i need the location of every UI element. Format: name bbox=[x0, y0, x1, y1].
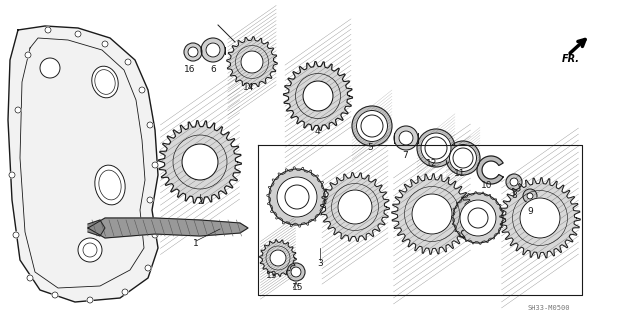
Text: 4: 4 bbox=[314, 127, 320, 136]
Circle shape bbox=[356, 110, 387, 142]
Text: 9: 9 bbox=[527, 207, 533, 217]
Circle shape bbox=[9, 172, 15, 178]
Circle shape bbox=[527, 193, 533, 199]
Circle shape bbox=[87, 297, 93, 303]
Text: FR.: FR. bbox=[562, 54, 580, 64]
Circle shape bbox=[102, 41, 108, 47]
Circle shape bbox=[182, 144, 218, 180]
Text: 11: 11 bbox=[454, 169, 466, 179]
Polygon shape bbox=[392, 174, 472, 254]
Text: 5: 5 bbox=[367, 144, 373, 152]
Text: 14: 14 bbox=[243, 84, 255, 93]
Circle shape bbox=[277, 177, 317, 217]
Circle shape bbox=[287, 263, 305, 281]
Circle shape bbox=[13, 232, 19, 238]
Circle shape bbox=[425, 137, 447, 159]
Circle shape bbox=[523, 189, 537, 203]
Circle shape bbox=[462, 202, 494, 234]
Circle shape bbox=[417, 129, 455, 167]
Circle shape bbox=[125, 59, 131, 65]
Text: 12: 12 bbox=[426, 160, 438, 168]
Circle shape bbox=[147, 122, 153, 128]
Circle shape bbox=[27, 275, 33, 281]
Polygon shape bbox=[159, 121, 241, 203]
Circle shape bbox=[78, 238, 102, 262]
Circle shape bbox=[206, 43, 220, 57]
Text: 6: 6 bbox=[210, 65, 216, 75]
Circle shape bbox=[201, 38, 225, 62]
Ellipse shape bbox=[92, 66, 118, 98]
Text: 15: 15 bbox=[292, 284, 304, 293]
Circle shape bbox=[285, 185, 309, 209]
Circle shape bbox=[279, 179, 315, 215]
Circle shape bbox=[25, 52, 31, 58]
Polygon shape bbox=[260, 240, 296, 276]
Circle shape bbox=[303, 81, 333, 111]
Circle shape bbox=[52, 292, 58, 298]
Text: SH33-M0500: SH33-M0500 bbox=[527, 305, 570, 311]
Circle shape bbox=[421, 133, 451, 163]
Circle shape bbox=[269, 169, 325, 225]
Text: 13: 13 bbox=[266, 271, 278, 280]
Circle shape bbox=[506, 174, 522, 190]
Circle shape bbox=[449, 145, 477, 172]
Circle shape bbox=[139, 87, 145, 93]
Text: 16: 16 bbox=[184, 65, 196, 75]
Polygon shape bbox=[284, 62, 353, 130]
Text: 8: 8 bbox=[511, 191, 517, 201]
Circle shape bbox=[291, 267, 301, 277]
Circle shape bbox=[152, 162, 158, 168]
Circle shape bbox=[145, 265, 151, 271]
Polygon shape bbox=[88, 220, 105, 236]
Circle shape bbox=[446, 141, 480, 175]
Text: 3: 3 bbox=[317, 258, 323, 268]
Circle shape bbox=[15, 107, 21, 113]
Circle shape bbox=[75, 31, 81, 37]
Circle shape bbox=[460, 200, 496, 236]
Circle shape bbox=[361, 115, 383, 137]
Circle shape bbox=[147, 197, 153, 203]
Circle shape bbox=[453, 193, 503, 243]
Circle shape bbox=[122, 289, 128, 295]
Circle shape bbox=[152, 232, 158, 238]
Circle shape bbox=[40, 58, 60, 78]
Circle shape bbox=[184, 43, 202, 61]
Circle shape bbox=[241, 51, 263, 73]
Circle shape bbox=[356, 110, 387, 142]
Circle shape bbox=[449, 145, 477, 172]
Circle shape bbox=[453, 148, 473, 168]
Text: 10: 10 bbox=[481, 182, 493, 190]
Text: 2: 2 bbox=[197, 197, 203, 206]
Polygon shape bbox=[88, 218, 248, 238]
Circle shape bbox=[188, 47, 198, 57]
Circle shape bbox=[468, 208, 488, 228]
Circle shape bbox=[352, 106, 392, 146]
Polygon shape bbox=[8, 26, 158, 302]
Circle shape bbox=[421, 133, 451, 163]
Polygon shape bbox=[321, 173, 390, 241]
Circle shape bbox=[270, 250, 286, 266]
Circle shape bbox=[399, 131, 413, 145]
Circle shape bbox=[45, 27, 51, 33]
Polygon shape bbox=[500, 178, 580, 258]
Circle shape bbox=[412, 194, 452, 234]
Text: 1: 1 bbox=[193, 240, 199, 249]
Circle shape bbox=[338, 190, 372, 224]
Polygon shape bbox=[477, 156, 503, 184]
Circle shape bbox=[394, 126, 418, 150]
Circle shape bbox=[520, 198, 560, 238]
Ellipse shape bbox=[95, 165, 125, 205]
Text: 7: 7 bbox=[402, 151, 408, 160]
Circle shape bbox=[510, 178, 518, 186]
Polygon shape bbox=[227, 37, 277, 87]
